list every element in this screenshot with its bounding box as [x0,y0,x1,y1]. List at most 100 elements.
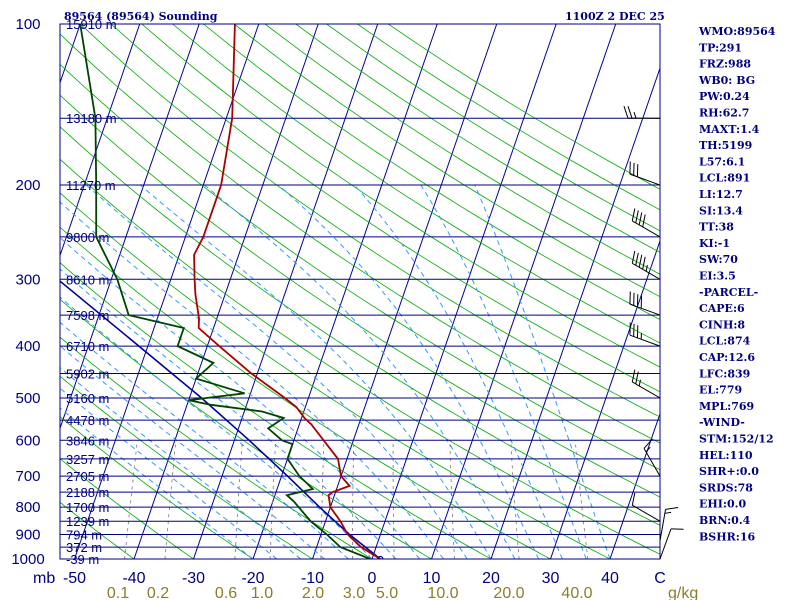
isotherm-line [609,412,660,559]
mixing-ratio-line [234,440,243,559]
index-item: LCL:891 [699,172,750,185]
barb-feather [642,256,646,270]
barb-feather [642,214,646,227]
wind-barb [629,322,661,347]
height-label: 4478 m [66,413,109,428]
index-item: WB0: BG [698,74,755,87]
mixing-ratio-tick-label: 10.0 [427,585,458,600]
isotherm-line [490,66,660,559]
index-item: SRDS:78 [699,481,753,494]
barb-shaft [632,504,661,522]
index-item: EI:3.5 [699,270,736,283]
temp-tick-label: 30 [542,570,560,587]
barb-shaft [629,334,661,347]
index-item: SW:70 [699,253,738,266]
mixing-ratio-tick-label: 1.0 [251,585,273,600]
barb-feather [635,210,639,223]
mixing-ratio-line [352,440,355,559]
height-label: 8610 m [66,272,109,287]
index-item: LFC:839 [699,367,750,380]
isotherm-line [550,239,660,559]
wind-barb [631,208,661,238]
height-label: 3257 m [66,452,109,467]
index-item: MPL:769 [699,400,754,413]
mixing-ratio-tick-label: 0.6 [215,585,237,600]
barb-feather [631,250,636,264]
mixing-ratio-line [124,440,138,559]
wind-barb [631,250,661,280]
pressure-tick-label: 100 [15,16,40,33]
mixing-ratio-line [392,440,395,559]
wind-barb [629,161,661,186]
moist-adiabat [204,184,516,559]
barb-feather [623,106,629,119]
index-item: EL:779 [699,384,742,397]
parcel-path [60,280,381,559]
indices-panel: WMO:89564 TP:291 FRZ:988 WB0: BG PW:0.24 RH:6… [698,25,776,543]
mixing-ratio-line [269,440,277,559]
mixing-ratio-line [164,440,177,559]
index-item: -PARCEL- [699,286,758,299]
moist-adiabat [60,296,373,559]
dry-adiabat [79,24,660,418]
temperature-line [193,24,381,559]
index-item: TH:5199 [699,139,752,152]
chart-title: 89564 (89564) Sounding [64,10,218,23]
wind-barb [659,507,679,541]
index-item: RH:62.7 [699,107,749,120]
index-item: BRN:0.4 [699,514,751,527]
height-label: 9800 m [66,230,109,245]
wind-barb [623,106,660,119]
index-item: SI:13.4 [699,204,743,217]
barb-feather [638,254,643,268]
barb-feather [627,106,633,119]
pressure-tick-label: 600 [15,432,40,449]
isotherm-line [371,24,557,559]
height-label: 7598 m [66,308,109,323]
wind-barbs [623,106,684,560]
index-item: TT:38 [699,221,734,234]
moist-adiabat [60,407,254,559]
temp-tick-label: 40 [601,570,619,587]
barb-feather [665,507,679,510]
mixing-ratio-tick-label: 2.0 [302,585,324,600]
pressure-tick-label: 300 [15,271,40,288]
pressure-tick-label: 200 [15,177,40,194]
barb-shaft [632,262,661,280]
mixing-ratio-tick-label: 40.0 [561,585,592,600]
index-item: FRZ:988 [699,58,751,71]
pressure-tick-label: 500 [15,390,40,407]
surface-marker [377,555,384,559]
index-item: CAP:12.6 [699,351,755,364]
index-item: CAPE:6 [699,302,745,315]
moist-adiabat [278,184,540,559]
index-item: BSHR:16 [699,530,755,543]
index-item: STM:152/12 [699,433,774,446]
barb-shaft [629,303,661,316]
temp-tick-label: C [654,570,666,587]
mixing-ratio-line [574,440,589,559]
temp-tick-label: 10 [423,570,441,587]
barb-feather [635,252,639,266]
height-label: -39 m [66,552,99,567]
pressure-tick-label: 800 [15,499,40,516]
barb-feather [638,212,643,225]
pressure-tick-label: 900 [15,527,40,544]
index-item: HEL:110 [699,449,753,462]
pressure-axis-label: mb [33,570,55,587]
moist-adiabat [60,345,325,559]
mixing-ratio-tick-label: 0.1 [107,585,129,600]
index-item: MAXT:1.4 [699,123,760,136]
temp-tick-label: 20 [482,570,500,587]
pressure-tick-label: 1000 [11,551,44,568]
height-label: 11270 m [66,178,116,193]
dewpoint-line [79,24,371,559]
height-label: 2705 m [66,469,109,484]
isotherm-line [193,24,379,559]
barb-half-feather [638,379,641,387]
barb-shaft [632,220,661,238]
profiles [60,24,384,559]
barb-shaft [643,448,661,477]
barb-feather [643,438,653,449]
